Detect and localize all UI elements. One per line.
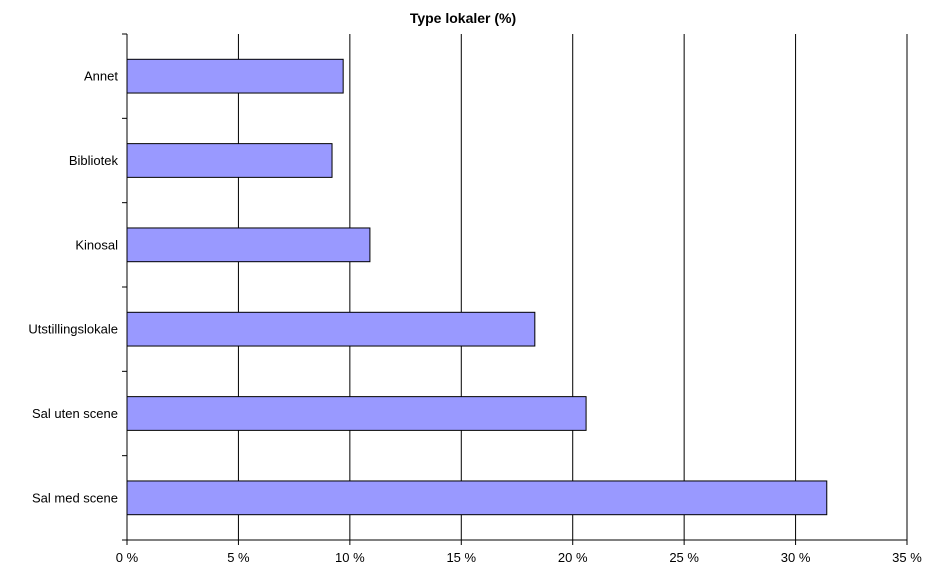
y-category-label: Kinosal xyxy=(75,237,118,252)
x-tick-label: 0 % xyxy=(116,550,139,565)
bars xyxy=(126,58,828,516)
x-tick-label: 35 % xyxy=(892,550,922,565)
y-category-label: Utstillingslokale xyxy=(28,322,118,337)
x-tick-label: 20 % xyxy=(558,550,588,565)
bar-bibliotek xyxy=(126,143,333,178)
chart-title: Type lokaler (%) xyxy=(409,10,517,26)
bar-utstillingslokale xyxy=(126,311,536,347)
x-tick-label: 10 % xyxy=(335,550,365,565)
y-category-label: Annet xyxy=(84,69,118,84)
x-tick-label: 5 % xyxy=(227,550,250,565)
y-category-label: Bibliotek xyxy=(69,153,119,168)
x-tick-label: 15 % xyxy=(446,550,476,565)
y-category-label: Sal med scene xyxy=(32,490,118,505)
bar-annet xyxy=(126,58,344,94)
axes xyxy=(122,33,908,545)
labels: 0 % 5 % 10 % 15 % 20 % 25 % 30 % 35 % Annet Bibli… xyxy=(28,69,922,565)
bar-sal-uten-scene xyxy=(126,396,587,431)
bar-kinosal xyxy=(126,227,371,263)
gridlines xyxy=(237,34,908,540)
x-tick-label: 30 % xyxy=(781,550,811,565)
y-category-label: Sal uten scene xyxy=(32,406,118,421)
x-tick-label: 25 % xyxy=(669,550,699,565)
bar-sal-med-scene xyxy=(126,480,828,516)
